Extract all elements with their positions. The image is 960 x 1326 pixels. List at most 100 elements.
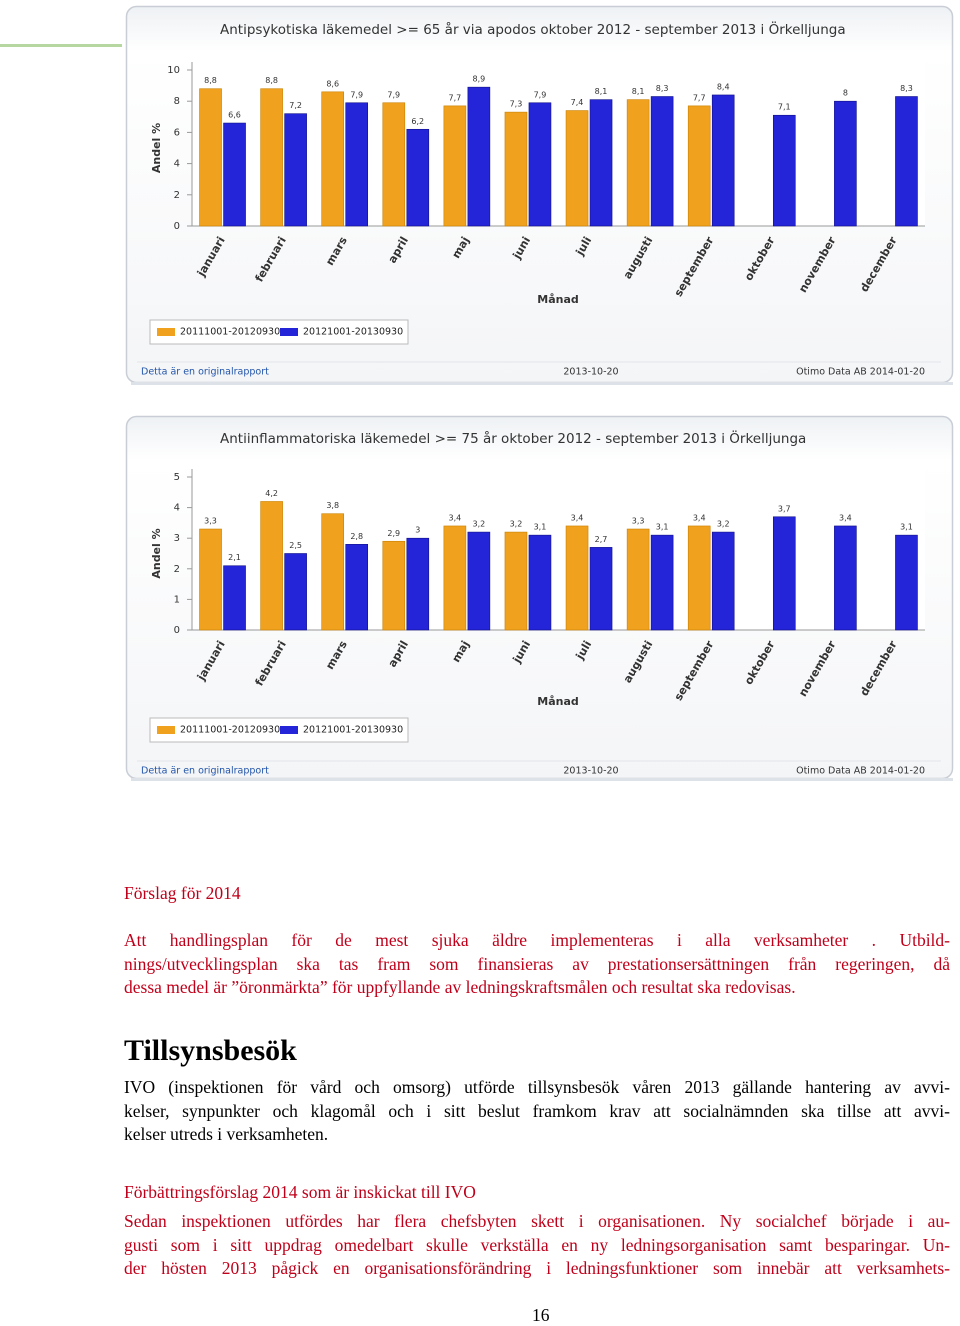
heading: Förslag för 2014 bbox=[124, 883, 241, 903]
value-label: 8 bbox=[843, 89, 848, 98]
bar bbox=[321, 513, 345, 631]
value-label: 3,8 bbox=[326, 501, 339, 510]
x-axis-label: Månad bbox=[537, 695, 579, 708]
y-tick-label: 6 bbox=[174, 127, 180, 138]
value-label: 2,7 bbox=[595, 535, 608, 544]
value-label: 3,4 bbox=[571, 513, 584, 522]
bar bbox=[895, 96, 918, 227]
bar bbox=[199, 528, 222, 631]
bar bbox=[345, 102, 369, 227]
legend-box bbox=[149, 319, 409, 345]
legend-swatch bbox=[157, 726, 175, 734]
y-tick-label: 3 bbox=[174, 533, 180, 544]
value-label: 8,9 bbox=[473, 75, 486, 84]
plot-area bbox=[192, 62, 925, 226]
bar bbox=[406, 537, 430, 631]
value-label: 4,2 bbox=[265, 489, 278, 498]
footer-text: Otimo Data AB 2014-01-20 bbox=[796, 367, 925, 378]
value-label: 7,9 bbox=[534, 90, 547, 99]
legend-label: 20121001-20130930 bbox=[303, 725, 403, 736]
value-label: 3 bbox=[415, 526, 420, 535]
text-line: der hösten 2013 pågick en organisationsf… bbox=[124, 1258, 950, 1278]
y-tick-label: 4 bbox=[174, 159, 180, 170]
text-line: nings/utvecklingsplan ska tas fram som f… bbox=[124, 953, 950, 974]
bar bbox=[687, 525, 711, 631]
value-label: 3,4 bbox=[449, 513, 462, 522]
value-label: 7,9 bbox=[350, 90, 363, 99]
value-label: 3,2 bbox=[510, 520, 523, 529]
value-label: 3,1 bbox=[900, 523, 913, 532]
bar bbox=[504, 111, 528, 227]
bar bbox=[565, 525, 589, 631]
bar bbox=[772, 114, 796, 227]
y-tick-label: 5 bbox=[174, 472, 180, 483]
bar bbox=[199, 88, 222, 227]
bar bbox=[260, 501, 283, 631]
bar bbox=[260, 88, 283, 227]
value-label: 3,3 bbox=[632, 517, 645, 526]
legend-label: 20121001-20130930 bbox=[303, 327, 403, 338]
value-label: 7,4 bbox=[571, 98, 584, 107]
value-label: 7,7 bbox=[449, 93, 462, 102]
value-label: 7,1 bbox=[778, 103, 791, 112]
value-label: 3,1 bbox=[534, 523, 547, 532]
chart: Antiinflammatoriska läkemedel >= 75 år o… bbox=[125, 415, 954, 781]
bar bbox=[589, 99, 613, 227]
text-line: kelser utreds i verksamheten. bbox=[124, 1124, 329, 1144]
bar bbox=[895, 534, 918, 631]
text-line: gusti som i sitt uppdrag omedelbart skul… bbox=[124, 1234, 950, 1255]
footer-text: Detta är en originalrapport bbox=[141, 766, 269, 777]
bar bbox=[772, 516, 796, 631]
value-label: 8,8 bbox=[204, 76, 217, 85]
legend-swatch bbox=[157, 328, 175, 336]
value-label: 7,9 bbox=[387, 90, 400, 99]
y-tick-label: 2 bbox=[174, 190, 180, 201]
value-label: 3,1 bbox=[656, 523, 669, 532]
value-label: 3,4 bbox=[839, 513, 852, 522]
value-label: 8,1 bbox=[632, 87, 645, 96]
bar bbox=[443, 105, 467, 227]
legend-swatch bbox=[280, 328, 298, 336]
chart-title: Antiinflammatoriska läkemedel >= 75 år o… bbox=[220, 429, 806, 447]
legend-box bbox=[149, 717, 409, 743]
y-axis-label: Andel % bbox=[150, 123, 163, 173]
y-tick-label: 2 bbox=[174, 564, 180, 575]
bar bbox=[321, 91, 345, 227]
value-label: 3,2 bbox=[717, 520, 730, 529]
value-label: 2,9 bbox=[387, 529, 400, 538]
bar bbox=[504, 531, 528, 631]
bar bbox=[406, 128, 430, 227]
text-line: Sedan inspektionen utfördes har flera ch… bbox=[124, 1211, 950, 1231]
value-label: 3,7 bbox=[778, 504, 791, 513]
y-axis-label: Andel % bbox=[150, 528, 163, 578]
value-label: 7,3 bbox=[510, 100, 523, 109]
footer-text: Detta är en originalrapport bbox=[141, 367, 269, 378]
y-tick-label: 0 bbox=[174, 221, 180, 232]
value-label: 2,1 bbox=[228, 553, 241, 562]
heading: Tillsynsbesök bbox=[124, 1034, 297, 1067]
bar bbox=[687, 105, 711, 227]
value-label: 8,3 bbox=[900, 84, 913, 93]
value-label: 7,7 bbox=[693, 93, 706, 102]
bar bbox=[223, 565, 246, 631]
bar bbox=[382, 540, 406, 631]
page-number: 16 bbox=[532, 1305, 550, 1325]
bar bbox=[467, 531, 491, 631]
bar bbox=[223, 122, 246, 227]
plot-area bbox=[192, 469, 925, 630]
text-line: Att handlingsplan för de mest sjuka äldr… bbox=[124, 930, 950, 950]
value-label: 2,5 bbox=[289, 541, 302, 550]
value-label: 8,1 bbox=[595, 87, 608, 96]
bar bbox=[345, 544, 369, 631]
value-label: 6,2 bbox=[411, 117, 424, 126]
y-tick-label: 1 bbox=[174, 594, 180, 605]
x-axis-label: Månad bbox=[537, 293, 579, 306]
bar bbox=[711, 531, 735, 631]
bar bbox=[528, 534, 552, 631]
value-label: 3,4 bbox=[693, 513, 706, 522]
bar bbox=[284, 113, 307, 227]
bar bbox=[626, 528, 650, 631]
frame-shadow bbox=[131, 382, 953, 385]
text-line: dessa medel är ”öronmärkta” för uppfylla… bbox=[124, 977, 796, 997]
